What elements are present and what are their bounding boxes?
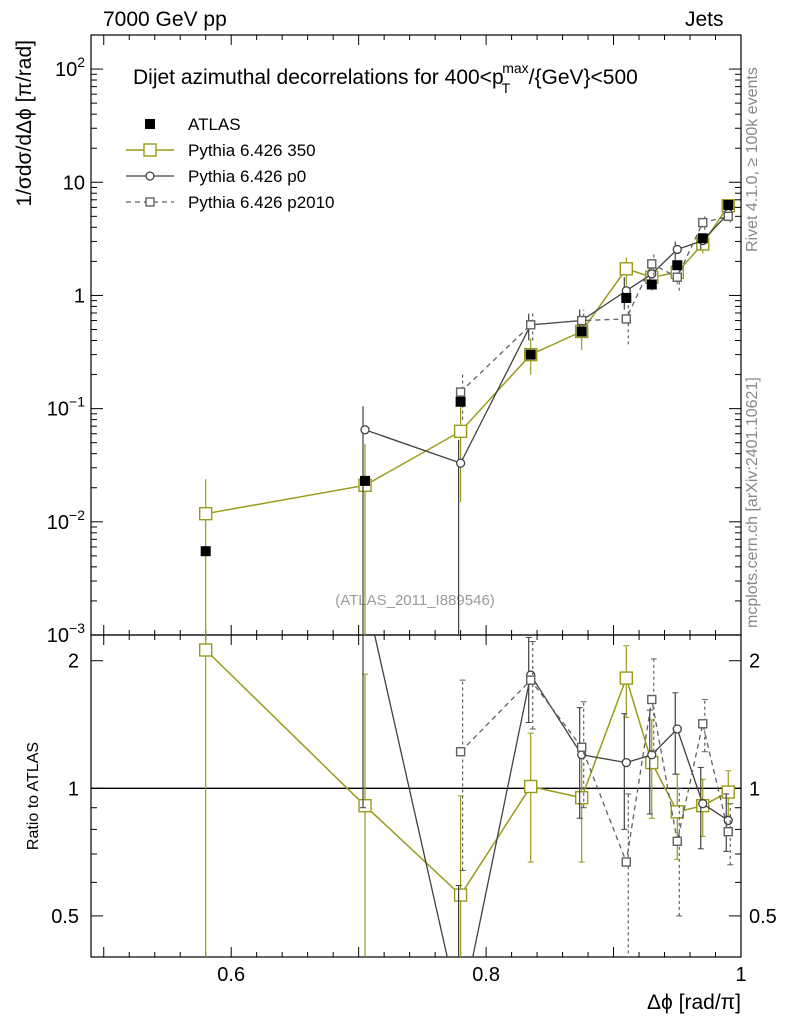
ratio-point — [199, 643, 213, 657]
legend-marker — [143, 143, 157, 157]
chart-title: Dijet azimuthal decorrelations for 400<p… — [133, 60, 638, 96]
ratio-y-tick-label-right: 0.5 — [749, 906, 777, 928]
data-point — [697, 233, 708, 244]
ratio-point — [574, 791, 589, 805]
ratio-point — [672, 724, 682, 734]
ratio-point — [647, 750, 657, 760]
header-left: 7000 GeV pp — [103, 8, 227, 31]
ratio-series — [199, 635, 735, 1020]
data-point — [672, 272, 682, 282]
main-series — [199, 199, 735, 635]
ratio-point — [453, 888, 468, 902]
legend-label: ATLAS — [188, 115, 241, 134]
ratio-point — [526, 675, 536, 685]
legend-marker — [145, 119, 155, 129]
ratio-y-tick-label: 0.5 — [51, 906, 79, 928]
y-tick-label: 10−2 — [47, 507, 85, 534]
x-tick-label: 1 — [735, 964, 746, 986]
data-point — [576, 326, 587, 337]
ratio-series-line — [460, 679, 729, 865]
ratio-point — [698, 799, 708, 809]
data-point — [621, 292, 632, 303]
series-p2010 — [455, 210, 733, 420]
x-ticks: 0.6 0.8 1 — [103, 35, 747, 986]
ratio-point — [455, 747, 466, 757]
data-point — [526, 320, 536, 330]
data-point — [455, 387, 466, 397]
series-line — [205, 205, 729, 515]
data-point — [453, 424, 468, 439]
data-point — [672, 260, 683, 271]
y-tick-label: 10−3 — [47, 620, 85, 647]
ratio-point — [698, 719, 708, 729]
ratio-series-p2010 — [455, 641, 734, 957]
y-tick-label: 1 — [74, 285, 85, 307]
data-point — [647, 259, 657, 269]
x-axis-label: Δϕ [rad/π] — [647, 991, 741, 1014]
ratio-y-axis-label: Ratio to ATLAS — [25, 742, 42, 850]
data-point — [360, 425, 370, 435]
data-point — [576, 315, 587, 326]
ratio-plot-frame — [90, 634, 742, 958]
data-point — [621, 314, 631, 324]
data-point — [525, 349, 536, 360]
y-tick-label: 10−1 — [47, 394, 85, 421]
analysis-watermark: (ATLAS_2011_I889546) — [335, 592, 495, 609]
legend-label: Pythia 6.426 p2010 — [188, 193, 335, 212]
ratio-point — [647, 694, 657, 705]
data-point — [360, 475, 371, 486]
data-point — [619, 262, 633, 276]
series-line — [460, 215, 729, 393]
ratio-y-tick-label-right: 1 — [749, 778, 760, 800]
y-tick-label: 10 — [63, 172, 85, 194]
ratio-point — [358, 798, 372, 813]
ratio-point — [576, 742, 587, 752]
ratio-point — [723, 827, 733, 837]
y-tick-label: 102 — [55, 54, 85, 81]
legend: ATLAS Pythia 6.426 350 Pythia 6.426 p0 Pyth… — [126, 115, 335, 212]
series-py350 — [199, 199, 735, 635]
series-data — [200, 199, 734, 557]
ratio-point — [524, 779, 538, 794]
data-point — [199, 506, 213, 521]
x-tick-label: 0.8 — [472, 964, 500, 986]
data-point — [455, 458, 466, 468]
data-point — [646, 279, 657, 290]
ratio-point — [621, 857, 631, 867]
legend-marker — [145, 171, 155, 181]
legend-label: Pythia 6.426 p0 — [188, 167, 306, 186]
y-axis-label: 1/σdσ/dΔϕ [π/rad] — [13, 40, 36, 207]
legend-label: Pythia 6.426 350 — [188, 141, 316, 160]
ratio-point — [721, 785, 735, 799]
data-point — [672, 244, 682, 255]
x-tick-label: 0.6 — [217, 964, 245, 986]
legend-marker — [145, 197, 155, 207]
data-point — [200, 546, 211, 557]
ratio-series-p0 — [360, 635, 733, 1020]
ratio-y-tick-label: 1 — [68, 778, 79, 800]
series-p0 — [360, 208, 733, 635]
data-point — [723, 199, 734, 210]
header-right: Jets — [685, 8, 724, 31]
ratio-point — [457, 1012, 465, 1020]
data-point — [455, 396, 466, 407]
ratio-y-tick-label-right: 2 — [749, 651, 760, 673]
ratio-point — [670, 805, 684, 819]
ratio-point — [621, 757, 631, 768]
ratio-y-ticks: 0.5 0.5 1 1 2 2 — [51, 651, 777, 958]
ratio-series-line — [205, 649, 729, 897]
ratio-y-tick-label: 2 — [68, 651, 79, 673]
data-point — [723, 211, 733, 222]
data-point — [647, 269, 657, 279]
data-point — [698, 217, 708, 228]
y-ticks: 10−3 10−2 10−1 1 10 102 — [47, 34, 741, 647]
ratio-point — [672, 836, 682, 846]
ratio-point — [619, 671, 633, 685]
